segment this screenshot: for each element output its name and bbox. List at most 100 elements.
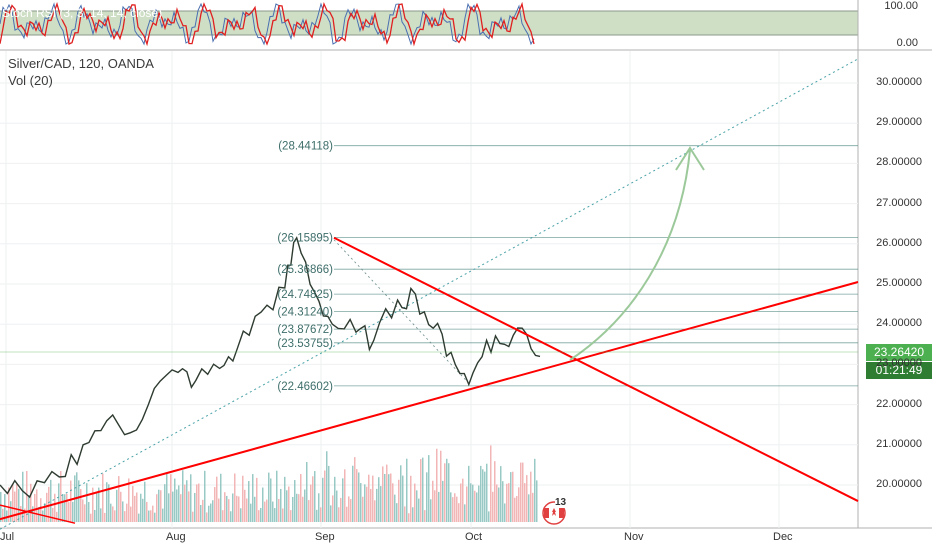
volume-bar: [518, 487, 520, 522]
volume-bar: [250, 503, 252, 522]
volume-bar: [140, 493, 142, 522]
volume-bar: [502, 481, 504, 522]
volume-bar: [342, 478, 344, 522]
price-axis-label: 21.00000: [876, 437, 922, 450]
volume-bar: [402, 475, 404, 522]
fib-label: (28.44118): [278, 141, 333, 153]
volume-bar: [358, 472, 360, 522]
volume-bar: [196, 484, 198, 522]
volume-bar: [56, 511, 58, 522]
volume-bar: [452, 497, 454, 522]
volume-bar: [220, 473, 222, 522]
volume-bar: [126, 503, 128, 522]
volume-bar: [284, 476, 286, 522]
volume-bar: [512, 471, 514, 522]
volume-bar: [470, 483, 472, 522]
volume-bar: [326, 451, 328, 522]
volume-bar: [382, 466, 384, 522]
price-axis-label: 22.00000: [876, 397, 922, 410]
volume-bar: [490, 445, 492, 522]
volume-bar: [130, 506, 132, 522]
volume-bar: [352, 465, 354, 522]
volume-bar: [100, 508, 102, 522]
volume-bar: [404, 506, 406, 522]
volume-bar: [412, 507, 414, 522]
volume-bar: [424, 510, 426, 522]
volume-bar: [500, 466, 502, 522]
volume-legend: Vol (20): [8, 73, 53, 88]
volume-bar: [430, 499, 432, 522]
volume-bar: [380, 486, 382, 522]
volume-bar: [72, 501, 74, 522]
flag-badge: 13: [555, 497, 567, 508]
volume-bar: [454, 493, 456, 522]
oscillator-legend: Stoch RSI (3, 3, 14, 14, close): [2, 6, 163, 20]
volume-bar: [84, 504, 86, 522]
volume-bar: [78, 480, 80, 522]
volume-bar: [14, 491, 16, 522]
volume-bar: [142, 498, 144, 522]
volume-bar: [28, 495, 30, 522]
volume-bar: [44, 503, 46, 522]
volume-bar: [392, 483, 394, 522]
volume-bar: [420, 459, 422, 522]
volume-bar: [346, 506, 348, 522]
volume-bar: [162, 508, 164, 522]
volume-bar: [398, 479, 400, 522]
volume-bar: [364, 484, 366, 522]
volume-bar: [328, 465, 330, 522]
volume-bar: [252, 474, 254, 522]
volume-bar: [528, 494, 530, 522]
volume-bar: [156, 494, 158, 522]
volume-bar: [324, 470, 326, 522]
oscillator-band: [0, 11, 858, 35]
volume-bar: [46, 492, 48, 522]
volume-bar: [304, 489, 306, 522]
volume-bar: [442, 480, 444, 522]
volume-bar: [258, 510, 260, 522]
volume-bar: [290, 510, 292, 522]
volume-bar: [456, 496, 458, 522]
volume-bar: [508, 483, 510, 522]
volume-bar: [10, 501, 12, 522]
volume-bar: [134, 495, 136, 522]
volume-bar: [336, 490, 338, 522]
volume-bar: [30, 483, 32, 522]
fib-label: (24.74825): [277, 289, 333, 301]
price-axis-label: 25.00000: [876, 277, 922, 289]
volume-bar: [16, 483, 18, 522]
price-axis-label: 30.00000: [876, 76, 922, 88]
volume-bar: [524, 483, 526, 522]
volume-bar: [426, 472, 428, 522]
canada-flag-icon[interactable]: 13: [539, 497, 569, 526]
volume-bar: [320, 507, 322, 522]
stoch-d-line: [0, 1, 535, 47]
volume-bar: [378, 477, 380, 522]
volume-bar: [54, 493, 56, 522]
volume-bar: [288, 486, 290, 522]
fib-label: (22.46602): [277, 381, 333, 393]
volume-bar: [128, 478, 130, 522]
volume-bar: [356, 469, 358, 522]
volume-bar: [124, 511, 126, 522]
volume-bar: [6, 510, 8, 522]
volume-bar: [302, 496, 304, 522]
volume-bar: [266, 499, 268, 522]
volume-bar: [482, 469, 484, 522]
volume-bar: [444, 463, 446, 522]
volume-bar: [18, 488, 20, 522]
volume-bar: [174, 478, 176, 522]
volume-bar: [2, 508, 4, 522]
volume-bar: [292, 497, 294, 522]
volume-bar: [232, 493, 234, 522]
volume-bar: [432, 480, 434, 522]
volume-bar: [36, 489, 38, 522]
volume-bar: [94, 509, 96, 522]
volume-bar: [422, 457, 424, 522]
volume-bar: [164, 484, 166, 522]
volume-bar: [222, 510, 224, 522]
volume-bar: [526, 475, 528, 522]
projection-arrowhead: [675, 146, 705, 171]
